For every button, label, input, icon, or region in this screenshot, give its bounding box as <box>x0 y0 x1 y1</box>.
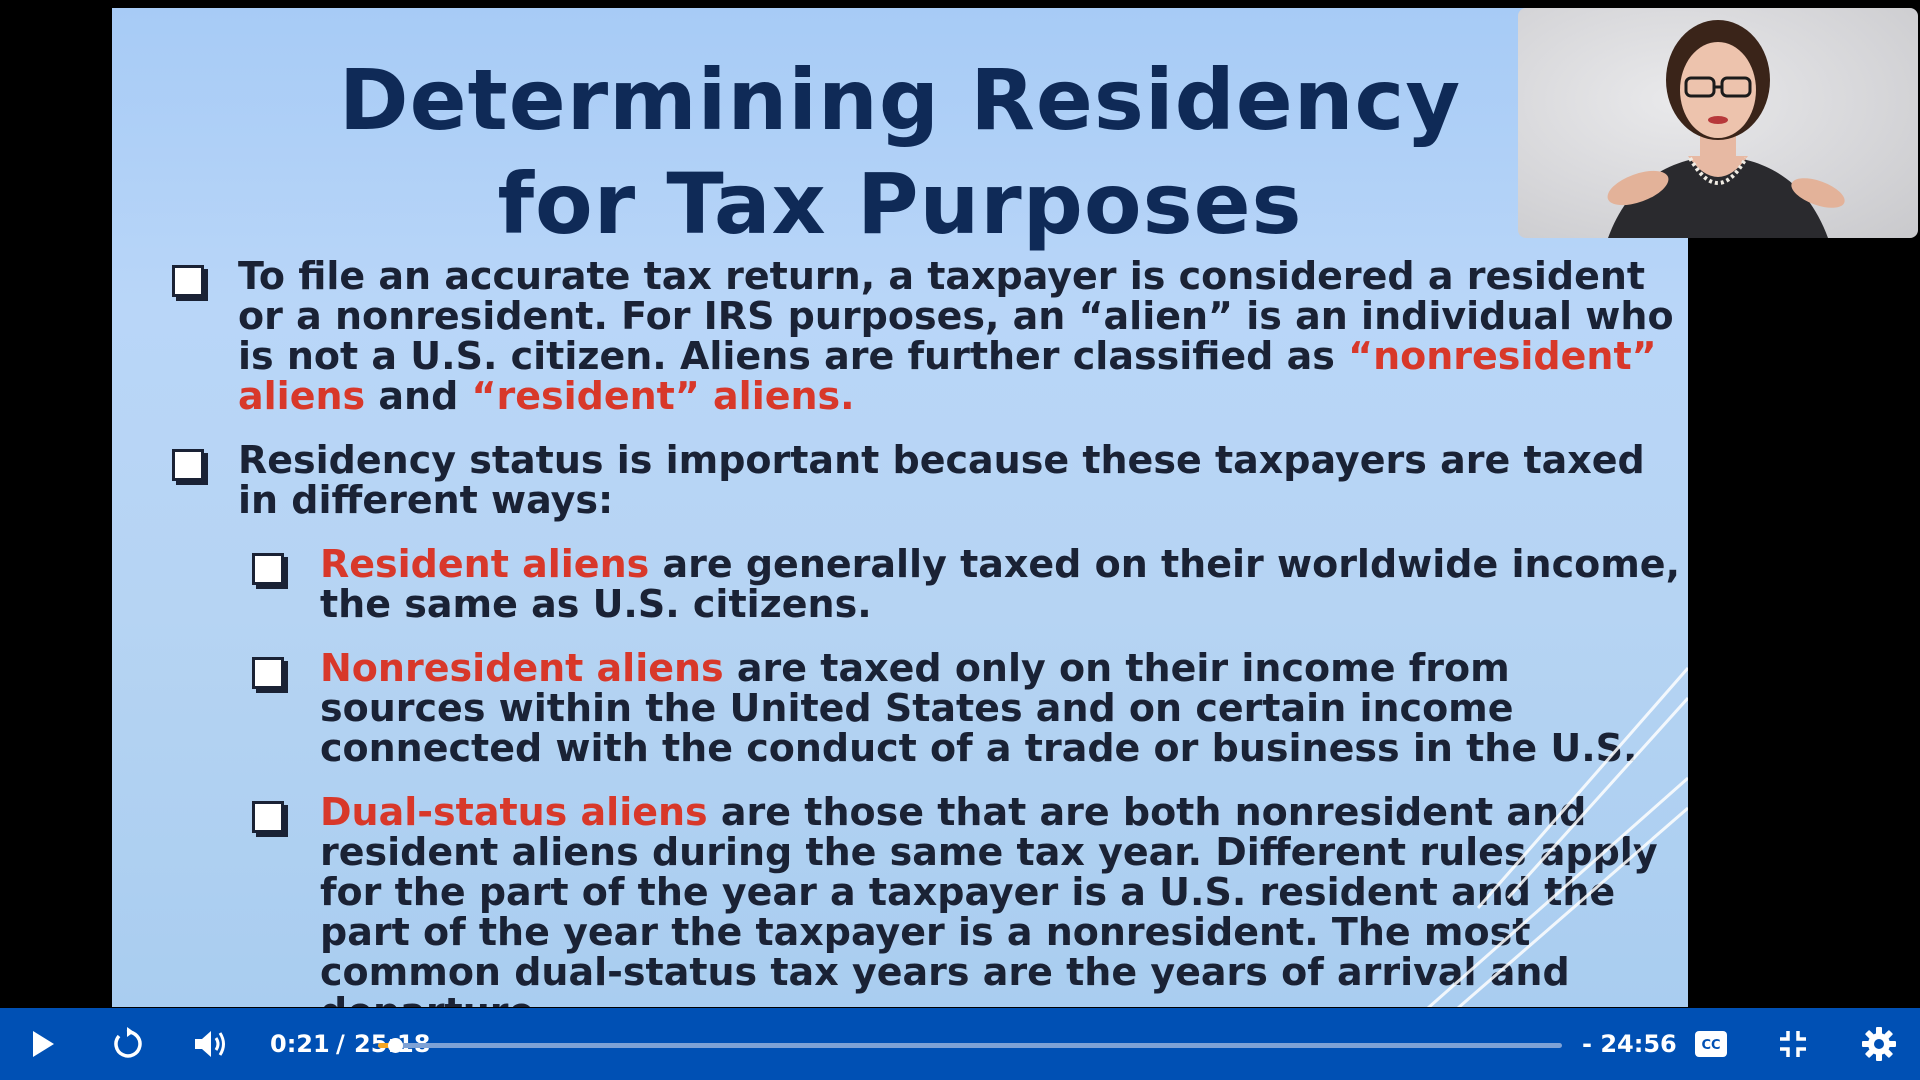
sub-bullet-item: Nonresident aliens are taxed only on the… <box>172 648 1682 768</box>
presentation-slide: Determining Residency for Tax Purposes T… <box>112 8 1688 1007</box>
progress-fill <box>378 1043 395 1048</box>
play-icon <box>33 1031 54 1057</box>
slide-title-line-1: Determining Residency <box>338 51 1462 149</box>
checkbox-bullet-icon <box>252 553 284 585</box>
checkbox-bullet-icon <box>252 801 284 833</box>
replay-icon <box>114 1027 142 1058</box>
svg-text:CC: CC <box>1701 1038 1720 1053</box>
replay-button[interactable] <box>102 1008 152 1080</box>
presenter-webcam <box>1518 8 1918 238</box>
remaining-time: - 24:56 <box>1582 1030 1677 1058</box>
sub-bullet-item: Resident aliens are generally taxed on t… <box>172 544 1682 624</box>
captions-icon: CC <box>1695 1031 1727 1057</box>
bullet-item: Residency status is important because th… <box>172 440 1682 520</box>
progress-handle[interactable] <box>387 1038 403 1053</box>
play-button[interactable] <box>18 1008 68 1080</box>
slide-bullets: To file an accurate tax return, a taxpay… <box>172 256 1682 1007</box>
presenter-icon <box>1607 20 1845 238</box>
progress-bar[interactable] <box>378 1038 1562 1053</box>
settings-button[interactable] <box>1856 1008 1902 1080</box>
time-separator: / <box>336 1030 345 1058</box>
settings-icon <box>1862 1027 1896 1061</box>
captions-button[interactable]: CC <box>1688 1008 1734 1080</box>
slide-title-line-2: for Tax Purposes <box>497 155 1303 253</box>
current-time: 0:21 <box>270 1030 330 1058</box>
checkbox-bullet-icon <box>252 657 284 689</box>
volume-icon <box>195 1031 225 1057</box>
volume-button[interactable] <box>186 1008 236 1080</box>
exit-fullscreen-icon <box>1780 1031 1806 1057</box>
decorative-streaks <box>1427 667 1688 1007</box>
sub-bullet-item: Dual-status aliens are those that are bo… <box>172 792 1682 1007</box>
checkbox-bullet-icon <box>172 265 204 297</box>
slide-title: Determining Residency for Tax Purposes <box>112 48 1688 256</box>
exit-fullscreen-button[interactable] <box>1770 1008 1816 1080</box>
video-control-bar: 0:21 / 25:18 - 24:56 CC <box>0 1008 1920 1080</box>
bullet-item: To file an accurate tax return, a taxpay… <box>172 256 1682 416</box>
checkbox-bullet-icon <box>172 449 204 481</box>
